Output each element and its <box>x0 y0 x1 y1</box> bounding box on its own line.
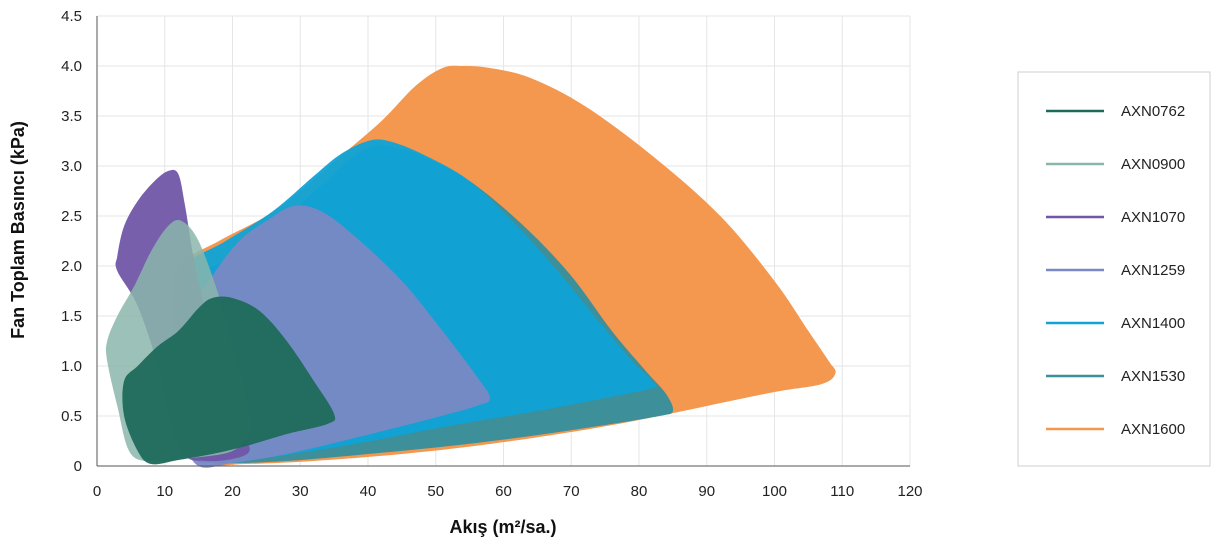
y-axis-title: Fan Toplam Basıncı (kPa) <box>8 121 28 339</box>
y-tick-label: 0.5 <box>61 408 82 425</box>
legend-label: AXN1600 <box>1121 421 1185 438</box>
chart-areas <box>105 65 836 468</box>
legend-label: AXN0900 <box>1121 156 1185 173</box>
y-tick-label: 3.0 <box>61 158 82 175</box>
legend-label: AXN0762 <box>1121 103 1185 120</box>
y-tick-label: 0 <box>74 458 82 475</box>
y-tick-label: 1.5 <box>61 308 82 325</box>
y-tick-label: 4.0 <box>61 58 82 75</box>
x-tick-label: 110 <box>830 483 854 500</box>
x-tick-label: 90 <box>698 483 715 500</box>
legend-label: AXN1259 <box>1121 262 1185 279</box>
x-tick-labels: 0 10 20 30 40 50 60 70 80 90 100 110 120 <box>93 483 923 500</box>
y-tick-label: 4.5 <box>61 8 82 25</box>
x-tick-label: 30 <box>292 483 309 500</box>
y-tick-labels: 0 0.5 1.0 1.5 2.0 2.5 3.0 3.5 4.0 4.5 <box>61 8 82 475</box>
x-tick-label: 20 <box>224 483 241 500</box>
x-tick-label: 70 <box>563 483 580 500</box>
legend: AXN0762 AXN0900 AXN1070 AXN1259 AXN1400 AXN15… <box>1017 71 1211 467</box>
area-axn0762 <box>122 296 336 465</box>
legend-label: AXN1400 <box>1121 315 1185 332</box>
x-tick-label: 10 <box>156 483 173 500</box>
x-tick-label: 80 <box>631 483 648 500</box>
x-tick-label: 60 <box>495 483 512 500</box>
y-tick-label: 2.5 <box>61 208 82 225</box>
x-tick-label: 0 <box>93 483 101 500</box>
x-axis-title: Akış (m²/sa.) <box>449 517 556 537</box>
x-tick-label: 120 <box>897 483 922 500</box>
y-tick-label: 2.0 <box>61 258 82 275</box>
x-tick-label: 50 <box>427 483 444 500</box>
legend-label: AXN1070 <box>1121 209 1185 226</box>
x-tick-label: 40 <box>360 483 377 500</box>
x-tick-label: 100 <box>762 483 787 500</box>
legend-label: AXN1530 <box>1121 368 1185 385</box>
y-tick-label: 1.0 <box>61 358 82 375</box>
axes <box>96 16 910 467</box>
y-tick-label: 3.5 <box>61 108 82 125</box>
